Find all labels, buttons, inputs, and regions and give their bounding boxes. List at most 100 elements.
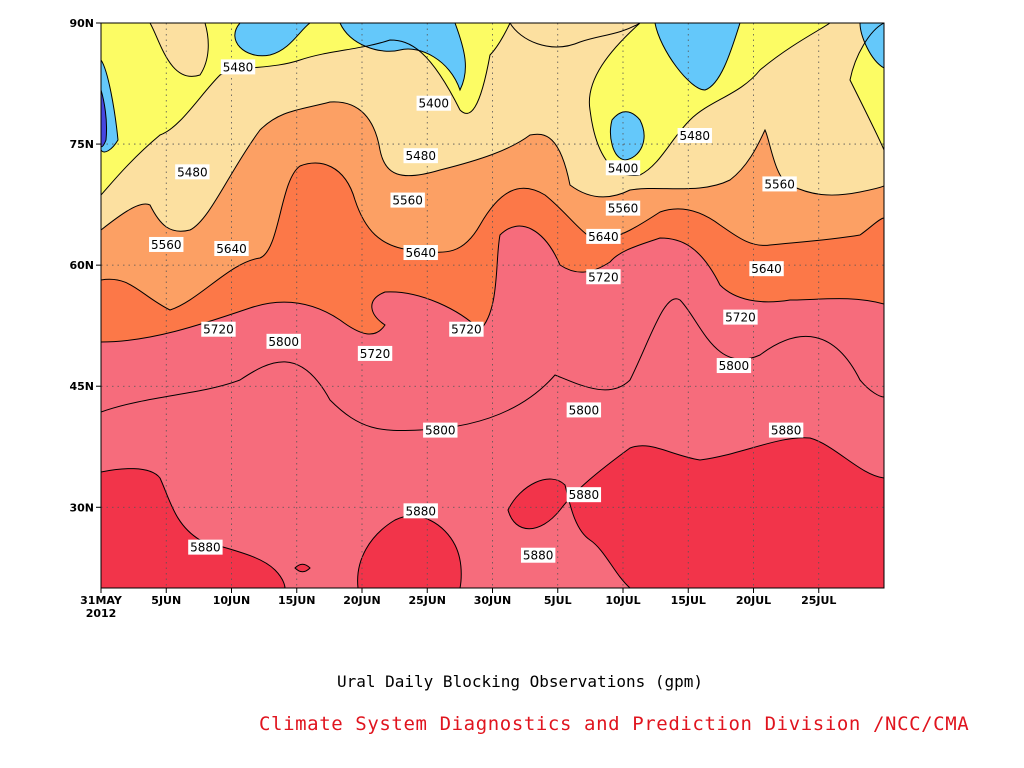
band-5320-5400 bbox=[655, 23, 740, 90]
grid-lines bbox=[101, 23, 884, 588]
contour-line bbox=[588, 23, 831, 177]
contour-label: 5720 bbox=[586, 269, 621, 285]
y-tick-label: 90N bbox=[69, 17, 94, 30]
contour-label-bg bbox=[403, 245, 438, 261]
x-tick-label: 5JUN bbox=[151, 594, 181, 607]
contour-line bbox=[509, 23, 641, 48]
chart-title: Ural Daily Blocking Observations (gpm) bbox=[336, 672, 704, 691]
contour-line bbox=[101, 23, 884, 343]
contour-label-text: 5800 bbox=[268, 335, 299, 349]
band-5320-5400 bbox=[234, 23, 310, 56]
contour-line bbox=[149, 23, 209, 77]
contour-line bbox=[849, 23, 884, 151]
contour-label-text: 5880 bbox=[569, 488, 600, 502]
contour-label: 5480 bbox=[220, 59, 256, 74]
x-tick-label: 25JUN bbox=[408, 594, 446, 607]
contour-label: 5720 bbox=[723, 309, 758, 325]
contour-label-text: 5560 bbox=[608, 202, 639, 216]
contour-label-bg bbox=[175, 164, 210, 180]
contour-label: 5640 bbox=[403, 245, 438, 261]
plot-area bbox=[101, 23, 884, 588]
band-5400-5480 bbox=[589, 23, 830, 176]
contour-label: 5800 bbox=[566, 402, 602, 418]
y-axis: 30N 45N 60N 75N 90N bbox=[69, 17, 101, 514]
contour-label-bg bbox=[149, 236, 184, 252]
band-5880-plus bbox=[295, 564, 310, 572]
x-tick-label: 31MAY bbox=[80, 594, 123, 607]
contour-label: 5560 bbox=[390, 192, 425, 208]
band-5880-plus bbox=[101, 468, 285, 588]
contour-label-text: 5720 bbox=[451, 323, 482, 337]
contour-label-text: 5880 bbox=[771, 424, 802, 438]
deep-low bbox=[101, 90, 107, 147]
contour-label-text: 5480 bbox=[177, 165, 208, 179]
contour-label-text: 5480 bbox=[680, 129, 711, 143]
contour-label-text: 5480 bbox=[405, 149, 436, 163]
contour-label-bg bbox=[716, 358, 752, 374]
band-5320-5400 bbox=[340, 23, 466, 90]
contour-label: 5800 bbox=[266, 333, 301, 349]
contour-label: 5880 bbox=[188, 539, 223, 555]
contour-label-bg bbox=[266, 333, 301, 349]
contour-label-text: 5720 bbox=[588, 270, 619, 284]
contour-label-text: 5720 bbox=[725, 311, 756, 325]
contour-label: 5480 bbox=[175, 164, 210, 180]
contour-label-text: 5880 bbox=[190, 541, 221, 555]
contour-label: 5480 bbox=[677, 128, 712, 143]
contour-line bbox=[610, 111, 645, 161]
contour-label-bg bbox=[677, 128, 712, 143]
x-tick-label: 25JUL bbox=[801, 594, 836, 607]
band-5400-5480 bbox=[150, 23, 209, 77]
band-5880-plus bbox=[357, 516, 462, 588]
contour-label-bg bbox=[723, 309, 758, 325]
x-tick-label: 10JUL bbox=[605, 594, 640, 607]
contour-label-bg bbox=[762, 176, 797, 192]
x-tick-label: 15JUN bbox=[278, 594, 316, 607]
band-5320-5400 bbox=[610, 111, 645, 160]
contour-label-bg bbox=[566, 487, 602, 503]
contour-label-text: 5400 bbox=[419, 97, 450, 111]
y-tick-label: 45N bbox=[69, 380, 94, 393]
contour-label: 5880 bbox=[566, 487, 602, 503]
contour-line bbox=[101, 23, 884, 432]
contour-label-bg bbox=[566, 402, 602, 418]
y-tick-label: 75N bbox=[69, 138, 94, 151]
contour-label-bg bbox=[586, 269, 621, 285]
x-tick-label: 30JUN bbox=[474, 594, 512, 607]
contour-label: 5800 bbox=[423, 422, 458, 438]
contour-line bbox=[294, 563, 311, 573]
x-tick-label: 20JUN bbox=[343, 594, 381, 607]
contour-label-text: 5720 bbox=[360, 347, 391, 361]
contour-label-bg bbox=[520, 547, 556, 563]
contour-label: 5720 bbox=[449, 321, 484, 337]
contour-label: 5880 bbox=[768, 422, 804, 438]
contour-label-bg bbox=[390, 192, 425, 208]
x-year-label: 2012 bbox=[86, 607, 117, 620]
band-5320-5400 bbox=[860, 23, 884, 68]
contour-label-bg bbox=[403, 148, 438, 164]
contour-label-text: 5480 bbox=[223, 60, 254, 74]
contour-label-bg bbox=[416, 95, 451, 111]
contour-label: 5560 bbox=[149, 236, 184, 252]
y-tick-label: 30N bbox=[69, 501, 94, 514]
contour-label-bg bbox=[449, 321, 484, 337]
contour-label: 5720 bbox=[201, 321, 236, 337]
contour-label-text: 5640 bbox=[405, 246, 436, 260]
contour-label-bg bbox=[201, 321, 236, 337]
contour-label: 5720 bbox=[357, 345, 393, 361]
contour-line bbox=[859, 23, 884, 69]
chart-credit: Climate System Diagnostics and Predictio… bbox=[259, 713, 970, 735]
contour-label: 5800 bbox=[716, 358, 752, 374]
contour-label-text: 5880 bbox=[405, 504, 436, 518]
contour-label-text: 5800 bbox=[569, 403, 600, 417]
contour-label-bg bbox=[586, 228, 621, 244]
contour-label-text: 5720 bbox=[203, 323, 234, 337]
contour-label-bg bbox=[188, 539, 223, 555]
contour-labels: 5480 5400 5480 5480 5560 5560 5640 5640 5720 5800… bbox=[149, 59, 804, 563]
contour-line bbox=[101, 23, 884, 311]
contour-label-text: 5800 bbox=[425, 424, 456, 438]
contour-label-bg bbox=[403, 503, 438, 519]
contour-label-bg bbox=[749, 261, 784, 277]
contour-label-bg bbox=[214, 241, 249, 256]
